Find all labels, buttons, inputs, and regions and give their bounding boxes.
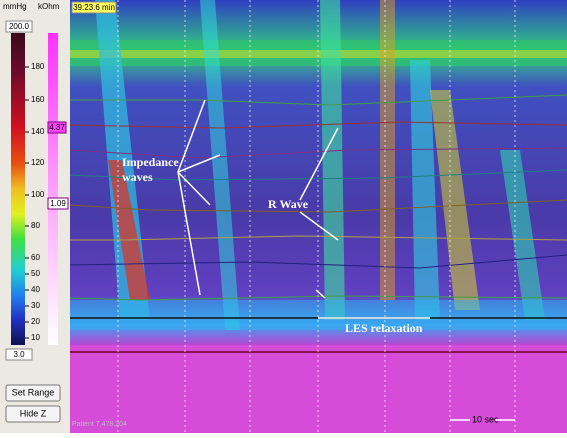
scale-max: 200.0 bbox=[9, 22, 30, 31]
tick-label: 10 bbox=[31, 333, 40, 342]
time-scale: 10 sec bbox=[472, 414, 499, 424]
annotation-les: LES relaxation bbox=[345, 321, 423, 335]
impedance-colorbar bbox=[48, 33, 58, 345]
tick-label: 40 bbox=[31, 285, 40, 294]
annotation-impedance-1: Impedance bbox=[122, 155, 179, 169]
tick-label: 30 bbox=[31, 301, 40, 310]
pressure-colorbar bbox=[11, 33, 25, 345]
tick-label: 120 bbox=[31, 158, 45, 167]
impedance-lower: 1.09 bbox=[50, 199, 66, 208]
set-range-label: Set Range bbox=[12, 387, 55, 397]
tick-label: 60 bbox=[31, 253, 40, 262]
scale-min: 3.0 bbox=[13, 350, 25, 359]
tick-label: 100 bbox=[31, 190, 45, 199]
tick-label: 180 bbox=[31, 62, 45, 71]
tick-label: 80 bbox=[31, 221, 40, 230]
screenshot: mmHg kOhm 200.0 180 160 140 120 100 80 60 50 40 3… bbox=[0, 0, 567, 433]
plot bbox=[70, 0, 567, 433]
annotation-impedance-2: waves bbox=[122, 170, 153, 184]
tick-label: 160 bbox=[31, 95, 45, 104]
hide-z-label: Hide Z bbox=[20, 408, 47, 418]
impedance-unit: kOhm bbox=[38, 2, 60, 11]
tick-label: 20 bbox=[31, 317, 40, 326]
tick-label: 50 bbox=[31, 269, 40, 278]
impedance-upper: 4.37 bbox=[49, 123, 65, 132]
annotation-r-wave: R Wave bbox=[268, 197, 309, 211]
patient: Patient 7,478,204 bbox=[72, 421, 127, 428]
pressure-unit: mmHg bbox=[3, 2, 27, 11]
timestamp: 39:23.6 min bbox=[73, 3, 115, 12]
tick-label: 140 bbox=[31, 127, 45, 136]
